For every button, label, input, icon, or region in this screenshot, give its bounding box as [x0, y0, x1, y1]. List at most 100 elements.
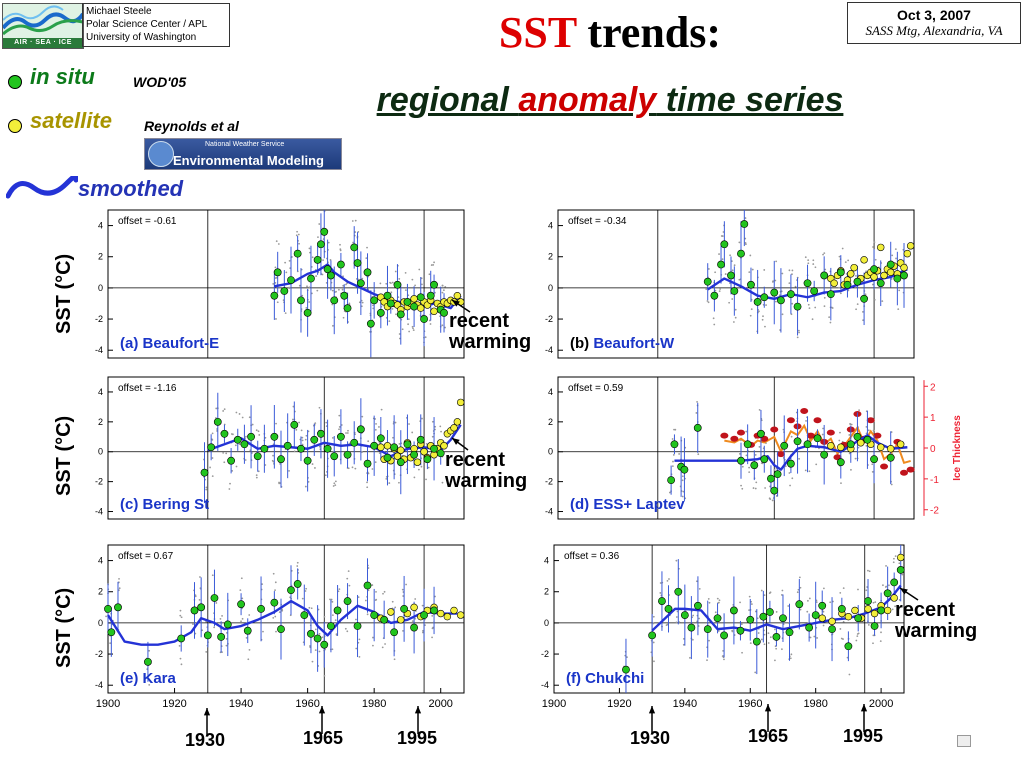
in-situ-point: [793, 437, 802, 446]
raw-observation-dot: [338, 428, 340, 431]
raw-observation-dot: [378, 441, 381, 444]
raw-observation-dot: [849, 422, 852, 425]
raw-observation-dot: [239, 589, 242, 591]
raw-observation-dot: [251, 423, 254, 426]
ice-thickness-point: [813, 417, 822, 424]
ice-thickness-point: [770, 426, 779, 433]
raw-observation-dot: [223, 408, 226, 411]
in-situ-point: [343, 450, 352, 459]
raw-observation-dot: [211, 457, 214, 459]
raw-observation-dot: [695, 580, 698, 583]
raw-observation-dot: [262, 630, 264, 633]
x-tick-label: 1920: [607, 698, 631, 710]
raw-observation-dot: [288, 259, 291, 262]
raw-observation-dot: [822, 610, 825, 613]
raw-observation-dot: [317, 236, 319, 239]
raw-observation-dot: [441, 481, 444, 484]
in-situ-point: [694, 601, 702, 610]
in-situ-point: [896, 566, 905, 574]
raw-observation-dot: [434, 595, 436, 598]
raw-observation-dot: [716, 597, 719, 600]
raw-observation-dot: [296, 565, 299, 567]
raw-observation-dot: [301, 443, 304, 446]
raw-observation-dot: [807, 262, 810, 265]
raw-observation-dot: [355, 618, 357, 621]
raw-observation-dot: [689, 656, 691, 659]
raw-observation-dot: [374, 461, 377, 464]
satellite-point: [430, 307, 438, 315]
in-situ-point: [713, 614, 722, 623]
raw-observation-dot: [338, 426, 341, 428]
raw-observation-dot: [891, 254, 894, 257]
raw-observation-dot: [347, 467, 350, 470]
raw-observation-dot: [698, 587, 701, 590]
in-situ-point: [416, 435, 425, 444]
raw-observation-dot: [671, 438, 674, 440]
raw-observation-dot: [309, 645, 311, 647]
raw-observation-dot: [295, 428, 298, 431]
raw-observation-dot: [901, 573, 904, 576]
raw-observation-dot: [348, 302, 351, 305]
in-situ-point: [190, 606, 199, 615]
raw-observation-dot: [338, 288, 340, 291]
in-situ-point: [343, 304, 352, 313]
raw-observation-dot: [813, 635, 816, 638]
in-situ-point: [220, 429, 229, 438]
raw-observation-dot: [872, 642, 874, 645]
raw-observation-dot: [417, 468, 420, 471]
raw-observation-dot: [385, 477, 388, 480]
raw-observation-dot: [291, 418, 294, 421]
raw-observation-dot: [678, 621, 681, 624]
raw-observation-dot: [857, 632, 860, 635]
region-label-prefix: (b): [570, 335, 593, 352]
raw-observation-dot: [390, 291, 393, 294]
raw-observation-dot: [668, 491, 671, 494]
raw-observation-dot: [411, 278, 414, 281]
satellite-point: [870, 609, 879, 618]
raw-observation-dot: [211, 475, 214, 478]
raw-observation-dot: [432, 264, 435, 266]
annotation-warming: warming: [895, 620, 978, 642]
raw-observation-dot: [812, 263, 815, 265]
region-label-prefix: (d): [570, 496, 593, 513]
raw-observation-dot: [784, 465, 787, 468]
in-situ-point: [803, 440, 812, 449]
raw-observation-dot: [425, 478, 427, 481]
in-situ-point: [760, 293, 769, 302]
raw-observation-dot: [763, 643, 766, 646]
raw-observation-dot: [335, 633, 338, 636]
raw-observation-dot: [799, 586, 802, 589]
raw-observation-dot: [850, 468, 852, 471]
raw-observation-dot: [781, 272, 784, 275]
raw-observation-dot: [244, 459, 247, 461]
raw-observation-dot: [411, 620, 414, 623]
satellite-point: [864, 605, 872, 613]
in-situ-point: [317, 240, 325, 249]
raw-observation-dot: [855, 639, 858, 642]
raw-observation-dot: [805, 420, 807, 422]
raw-observation-dot: [738, 241, 741, 244]
in-situ-point: [893, 274, 902, 283]
satellite-point: [847, 270, 855, 278]
raw-observation-dot: [749, 254, 752, 257]
in-situ-point: [233, 435, 242, 444]
in-situ-point: [290, 420, 299, 429]
raw-observation-dot: [211, 432, 214, 435]
raw-observation-dot: [402, 629, 404, 632]
satellite-point: [440, 442, 448, 450]
raw-observation-dot: [748, 466, 751, 469]
raw-observation-dot: [211, 438, 214, 441]
raw-observation-dot: [789, 484, 791, 487]
year-marker-1930-right: 1930: [630, 728, 671, 748]
raw-observation-dot: [798, 331, 800, 334]
chart-ess-laptev: -4 -2 0 2 4 offset = 0.59 -2 -1 0 1 2 Ice Thickness…: [545, 376, 963, 520]
raw-observation-dot: [412, 327, 414, 330]
legend-satellite: satellite: [30, 108, 112, 133]
raw-observation-dot: [288, 469, 290, 472]
raw-observation-dot: [367, 440, 370, 443]
raw-observation-dot: [862, 310, 864, 313]
raw-observation-dot: [808, 307, 811, 310]
raw-observation-dot: [812, 259, 815, 262]
in-situ-point: [837, 604, 846, 613]
satellite-point: [903, 249, 912, 258]
